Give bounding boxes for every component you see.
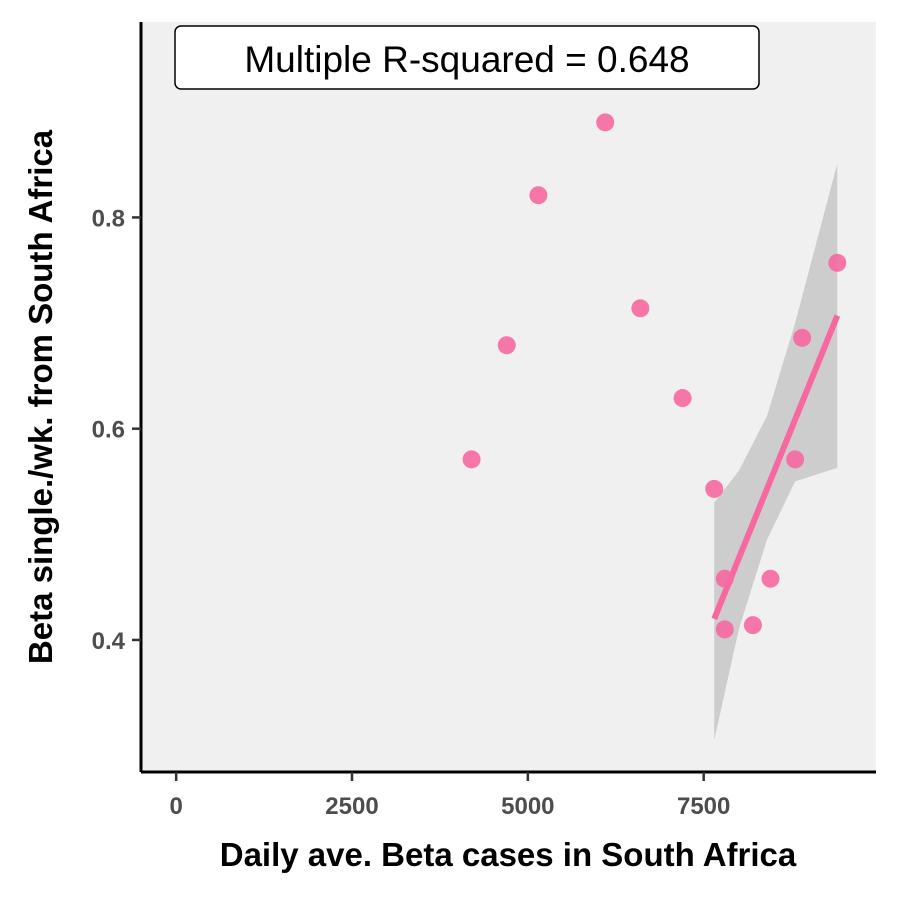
- data-point: [761, 569, 780, 588]
- data-point: [631, 299, 650, 318]
- data-point: [497, 336, 516, 355]
- x-axis-title: Daily ave. Beta cases in South Africa: [220, 836, 797, 873]
- regression-line: [711, 314, 841, 620]
- data-point: [793, 328, 812, 347]
- data-point: [462, 450, 481, 469]
- confidence-band-layer: [714, 163, 838, 741]
- confidence-band: [714, 163, 838, 741]
- data-point: [673, 389, 692, 408]
- data-point: [529, 186, 548, 205]
- y-tick-label: 0.8: [92, 205, 125, 232]
- x-tick-label: 5000: [501, 793, 554, 820]
- r-squared-annotation: Multiple R-squared = 0.648: [174, 25, 760, 90]
- x-tick-label: 7500: [677, 793, 730, 820]
- data-point: [828, 253, 847, 272]
- data-point: [596, 113, 615, 132]
- x-tick-label: 0: [169, 793, 182, 820]
- data-point: [786, 450, 805, 469]
- y-tick-label: 0.4: [92, 628, 126, 655]
- fit-line-layer: [711, 314, 841, 620]
- data-point: [715, 620, 734, 639]
- annotation-text: Multiple R-squared = 0.648: [244, 39, 689, 80]
- data-point: [705, 479, 724, 498]
- plot-panel-background: [141, 22, 876, 772]
- annotation-box: [174, 25, 760, 90]
- x-axis-ticks: 0 2500 5000 7500: [169, 772, 730, 820]
- y-axis-ticks: 0.4 0.6 0.8: [92, 205, 141, 655]
- y-tick-label: 0.6: [92, 417, 125, 444]
- x-tick-label: 2500: [325, 793, 378, 820]
- y-axis-title: Beta single./wk. from South Africa: [22, 129, 59, 664]
- data-points-layer: [462, 113, 847, 639]
- data-point: [743, 616, 762, 635]
- data-point: [715, 569, 734, 588]
